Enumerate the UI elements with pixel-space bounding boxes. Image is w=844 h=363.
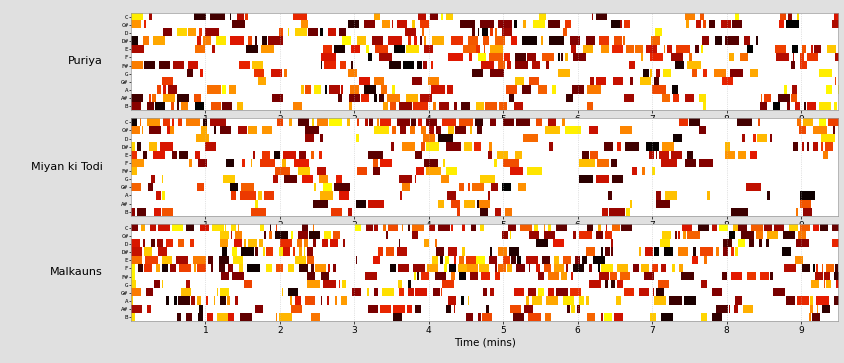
Text: Miyan ki Todi: Miyan ki Todi [30,162,103,172]
X-axis label: Time (mins): Time (mins) [453,338,515,348]
Text: Puriya: Puriya [68,57,103,66]
Text: Malkauns: Malkauns [50,268,103,277]
